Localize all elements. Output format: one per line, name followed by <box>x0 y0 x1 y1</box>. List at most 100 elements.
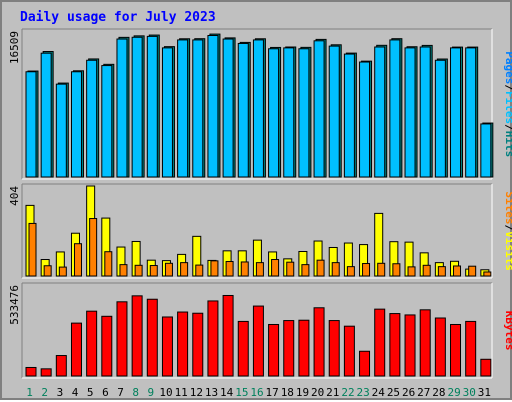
bar-kbytes-day-28 <box>434 317 446 377</box>
bar-sites-day-11 <box>180 262 189 277</box>
x-tick-label-day-12: 12 <box>190 386 203 399</box>
chart-title: Daily usage for July 2023 <box>20 10 216 25</box>
bar-files-day-30 <box>465 47 477 178</box>
bar-files-day-1 <box>25 71 37 178</box>
x-tick-label-day-29: 29 <box>447 386 460 399</box>
bar-kbytes-day-14 <box>222 294 234 377</box>
bar-files-day-17 <box>268 48 280 178</box>
bar-sites-day-2 <box>43 265 52 277</box>
bar-files-day-28 <box>434 59 446 178</box>
bar-kbytes-day-24 <box>374 308 386 377</box>
bar-files-day-25 <box>389 39 401 178</box>
bar-files-day-24 <box>374 46 386 178</box>
x-tick-label-day-14: 14 <box>220 386 234 399</box>
x-tick-label-day-10: 10 <box>159 386 172 399</box>
bar-sites-day-20 <box>316 259 325 277</box>
x-tick-label-day-6: 6 <box>102 386 109 399</box>
bar-sites-day-28 <box>437 266 446 277</box>
x-tick-label-day-15: 15 <box>235 386 248 399</box>
panel-top-legend: Pages/Files/Hits <box>503 51 512 157</box>
bar-kbytes-day-9 <box>146 298 158 377</box>
x-tick-label-day-4: 4 <box>72 386 79 399</box>
x-tick-label-day-30: 30 <box>463 386 476 399</box>
x-tick-label-day-3: 3 <box>57 386 64 399</box>
panel-mid-max-label: 404 <box>8 186 21 206</box>
legend-entry-sites: Sites <box>503 191 512 224</box>
bar-sites-day-14 <box>225 261 234 277</box>
bar-sites-day-27 <box>422 264 431 277</box>
x-tick-label-day-18: 18 <box>281 386 294 399</box>
bar-kbytes-day-1 <box>25 366 37 377</box>
bar-files-day-2 <box>40 52 52 178</box>
bar-sites-day-23 <box>362 263 371 277</box>
x-tick-label-day-16: 16 <box>250 386 263 399</box>
bar-sites-day-8 <box>134 264 143 277</box>
bar-kbytes-day-20 <box>313 307 325 377</box>
x-tick-label-day-24: 24 <box>372 386 386 399</box>
bar-files-day-22 <box>343 53 355 178</box>
bar-files-day-3 <box>55 83 67 178</box>
bar-sites-day-29 <box>453 265 462 277</box>
x-tick-label-day-28: 28 <box>432 386 445 399</box>
bar-files-day-15 <box>237 42 249 178</box>
x-tick-label-day-17: 17 <box>266 386 279 399</box>
bar-files-day-13 <box>207 35 219 178</box>
bar-kbytes-day-18 <box>283 320 295 377</box>
bar-files-day-23 <box>359 61 371 178</box>
bar-sites-day-4 <box>73 243 82 277</box>
x-tick-label-day-23: 23 <box>357 386 370 399</box>
x-tick-label-day-13: 13 <box>205 386 218 399</box>
bar-kbytes-day-22 <box>343 325 355 377</box>
bar-kbytes-day-26 <box>404 314 416 377</box>
bar-files-day-8 <box>131 36 143 178</box>
bar-sites-day-6 <box>104 251 113 277</box>
x-tick-label-day-22: 22 <box>341 386 354 399</box>
bar-files-day-14 <box>222 38 234 178</box>
x-tick-label-day-9: 9 <box>148 386 155 399</box>
bar-kbytes-day-2 <box>40 368 52 377</box>
x-tick-label-day-25: 25 <box>387 386 400 399</box>
x-tick-label-day-31: 31 <box>478 386 491 399</box>
bar-files-day-26 <box>404 47 416 178</box>
bar-kbytes-day-12 <box>192 312 204 377</box>
bar-files-day-29 <box>450 47 462 178</box>
bar-sites-day-22 <box>346 266 355 277</box>
bar-sites-day-21 <box>331 262 340 277</box>
x-tick-label-day-27: 27 <box>417 386 430 399</box>
bar-files-day-21 <box>328 45 340 178</box>
bar-kbytes-day-29 <box>450 323 462 377</box>
x-tick-label-day-19: 19 <box>296 386 309 399</box>
legend-entry-separator: / <box>503 124 512 131</box>
bar-kbytes-day-13 <box>207 300 219 377</box>
x-tick-label-day-5: 5 <box>87 386 94 399</box>
bar-files-day-27 <box>419 46 431 178</box>
panel-mid-legend: Sites/Visits <box>503 191 512 271</box>
bar-files-day-9 <box>146 35 158 178</box>
bar-files-day-18 <box>283 47 295 178</box>
bar-sites-day-10 <box>164 262 173 277</box>
bar-files-day-5 <box>86 59 98 178</box>
bar-kbytes-day-23 <box>359 350 371 377</box>
panel-bot-legend: KBytes <box>503 311 512 351</box>
bar-sites-day-25 <box>392 263 401 277</box>
bar-kbytes-day-21 <box>328 320 340 377</box>
bar-files-day-16 <box>252 39 264 178</box>
x-tick-label-day-20: 20 <box>311 386 324 399</box>
bar-kbytes-day-31 <box>480 358 492 377</box>
bar-sites-day-5 <box>89 218 98 277</box>
legend-entry-separator: / <box>503 225 512 232</box>
legend-entry-hits: Hits <box>503 131 512 158</box>
x-tick-label-day-8: 8 <box>132 386 139 399</box>
bar-files-day-20 <box>313 40 325 178</box>
bar-files-day-19 <box>298 48 310 178</box>
x-tick-label-day-7: 7 <box>117 386 124 399</box>
legend-entry-files: Files <box>503 91 512 124</box>
bar-sites-day-31 <box>483 271 492 277</box>
bar-sites-day-1 <box>28 222 37 277</box>
bar-kbytes-day-25 <box>389 313 401 377</box>
bar-files-day-11 <box>177 39 189 178</box>
bar-files-day-31 <box>480 123 492 178</box>
bar-kbytes-day-3 <box>55 355 67 377</box>
